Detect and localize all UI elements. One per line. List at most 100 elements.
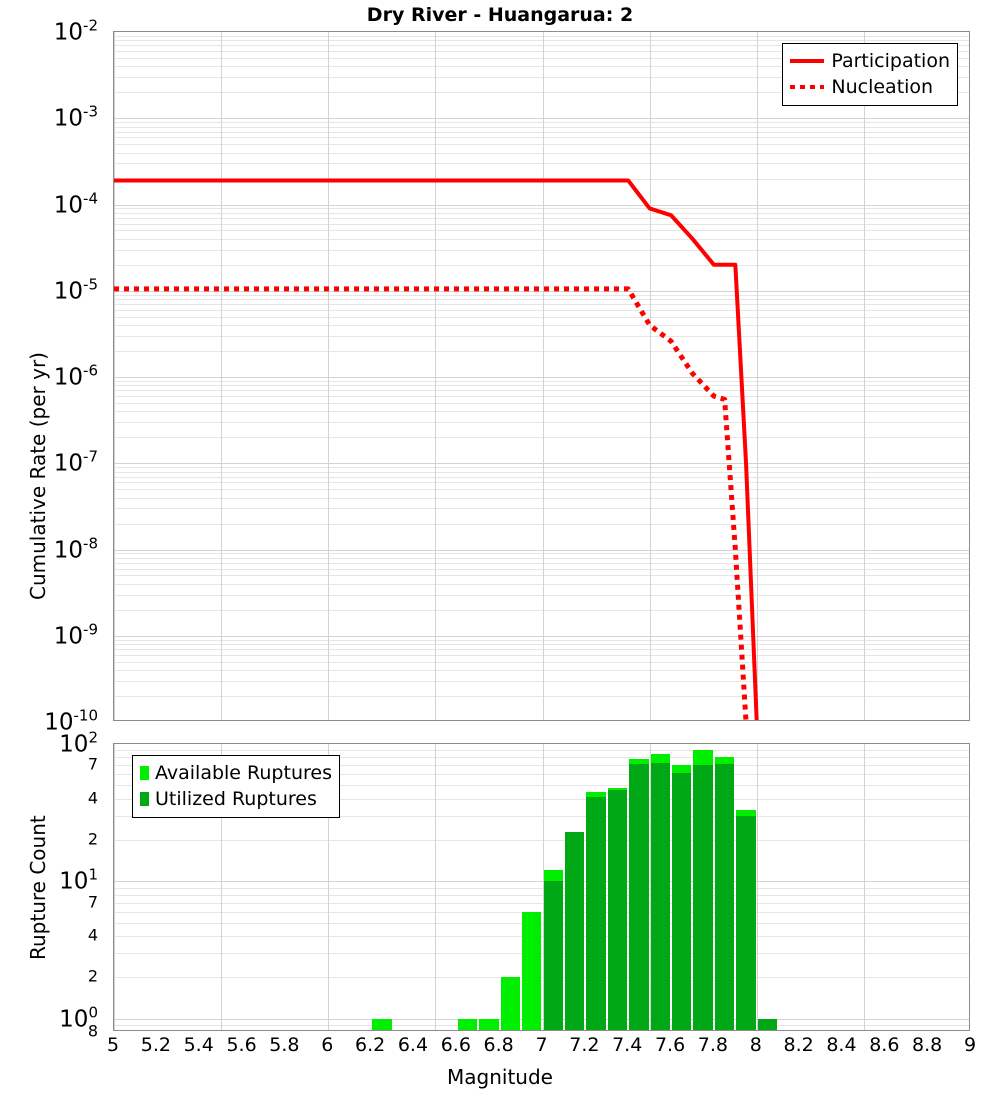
gridline-h bbox=[114, 208, 969, 210]
gridline-h bbox=[114, 144, 969, 146]
gridline-h bbox=[114, 316, 969, 318]
gridline-h bbox=[114, 51, 969, 53]
gridline-v bbox=[649, 32, 651, 720]
gridline-h bbox=[114, 212, 969, 214]
gridline-h bbox=[114, 644, 969, 646]
y-minor-tick-label: 2 bbox=[87, 966, 98, 986]
x-tick-label: 8.6 bbox=[869, 1034, 900, 1056]
gridline-h bbox=[114, 953, 969, 955]
x-tick-label: 8.2 bbox=[783, 1034, 814, 1056]
gridline-h bbox=[114, 1018, 969, 1020]
gridline-h bbox=[114, 549, 969, 551]
curve-nucleation bbox=[114, 286, 749, 720]
gridline-h bbox=[114, 523, 969, 525]
y-tick-label: 10-6 bbox=[53, 361, 98, 391]
bar-utilized bbox=[736, 815, 756, 1030]
x-tick-label: 5.4 bbox=[183, 1034, 214, 1056]
bar-utilized bbox=[586, 797, 606, 1030]
gridline-v bbox=[542, 744, 544, 1030]
y-tick-label: 10-5 bbox=[53, 275, 98, 305]
gridline-v bbox=[328, 32, 330, 720]
y-minor-tick-label: 7 bbox=[87, 892, 98, 912]
gridline-h bbox=[114, 922, 969, 924]
y-minor-tick-label: 8 bbox=[87, 1021, 98, 1041]
gridline-h bbox=[114, 482, 969, 484]
gridline-h bbox=[114, 936, 969, 937]
bar-available bbox=[457, 1018, 478, 1030]
legend-label-participation: Participation bbox=[831, 50, 950, 72]
gridline-h bbox=[114, 437, 969, 439]
gridline-h bbox=[114, 881, 969, 883]
gridline-h bbox=[114, 122, 969, 124]
x-tick-label: 9 bbox=[963, 1034, 977, 1056]
x-tick-label: 6 bbox=[321, 1034, 334, 1056]
y-minor-tick-label: 2 bbox=[87, 829, 98, 849]
gridline-h bbox=[114, 411, 969, 413]
gridline-h bbox=[114, 118, 969, 120]
bar-utilized bbox=[693, 765, 713, 1030]
gridline-v bbox=[649, 744, 651, 1030]
bar-utilized bbox=[672, 772, 692, 1030]
x-tick-label: 6.4 bbox=[397, 1034, 429, 1056]
gridline-h bbox=[114, 223, 969, 225]
bar-utilized bbox=[714, 763, 735, 1030]
gridline-v bbox=[221, 32, 223, 720]
gridline-h bbox=[114, 476, 969, 478]
gridline-h bbox=[114, 757, 969, 759]
x-tick-label: 7.6 bbox=[654, 1034, 686, 1056]
gridline-h bbox=[114, 840, 969, 841]
y-minor-tick-label: 7 bbox=[87, 754, 98, 774]
y-tick-label: 10-8 bbox=[53, 534, 98, 563]
gridline-h bbox=[114, 798, 969, 800]
gridline-h bbox=[114, 497, 969, 499]
y-minor-tick-label: 4 bbox=[87, 788, 98, 808]
y-tick-label: 100 bbox=[59, 1003, 98, 1033]
gridline-h bbox=[114, 887, 969, 889]
bar-utilized bbox=[629, 763, 649, 1030]
gridline-h bbox=[114, 230, 969, 232]
y-tick-label: 10-7 bbox=[53, 447, 98, 477]
gridline-h bbox=[114, 40, 969, 42]
legend-label-utilized-ruptures: Utilized Ruptures bbox=[155, 788, 317, 810]
gridline-h bbox=[114, 77, 969, 79]
gridline-h bbox=[114, 609, 969, 611]
gridline-h bbox=[114, 471, 969, 473]
gridline-h bbox=[114, 249, 969, 251]
bar-available bbox=[500, 977, 521, 1030]
gridline-v bbox=[542, 32, 544, 720]
gridline-h bbox=[114, 137, 969, 139]
available-ruptures-swatch bbox=[140, 766, 149, 780]
gridline-v bbox=[435, 744, 437, 1030]
nucleation-line-swatch bbox=[790, 85, 825, 89]
legend-item-available-ruptures: Available Ruptures bbox=[140, 760, 332, 786]
gridline-h bbox=[114, 66, 969, 68]
gridline-v bbox=[863, 744, 865, 1030]
gridline-h bbox=[114, 508, 969, 510]
gridline-h bbox=[114, 304, 969, 306]
utilized-ruptures-swatch bbox=[140, 792, 149, 806]
gridline-h bbox=[114, 299, 969, 301]
gridline-h bbox=[114, 380, 969, 382]
gridline-h bbox=[114, 422, 969, 424]
gridline-h bbox=[114, 765, 969, 767]
gridline-h bbox=[114, 680, 969, 682]
participation-line-swatch bbox=[790, 59, 825, 63]
gridline-h bbox=[114, 396, 969, 398]
gridline-h bbox=[114, 152, 969, 154]
top-legend: Participation Nucleation bbox=[782, 43, 958, 106]
gridline-h bbox=[114, 894, 969, 896]
gridline-h bbox=[114, 463, 969, 465]
x-tick-label: 7.8 bbox=[697, 1034, 728, 1056]
x-tick-label: 8.4 bbox=[826, 1034, 857, 1056]
x-tick-label: 8 bbox=[749, 1034, 762, 1056]
gridline-h bbox=[114, 696, 969, 698]
gridline-h bbox=[114, 568, 969, 570]
gridline-h bbox=[114, 774, 969, 776]
bar-utilized bbox=[543, 881, 563, 1030]
bar-utilized bbox=[757, 1018, 778, 1030]
gridline-h bbox=[114, 594, 969, 596]
x-tick-label: 7 bbox=[535, 1034, 548, 1056]
bottom-legend: Available Ruptures Utilized Ruptures bbox=[132, 755, 340, 818]
y-tick-label: 10-2 bbox=[53, 16, 98, 46]
gridline-v bbox=[863, 32, 865, 720]
